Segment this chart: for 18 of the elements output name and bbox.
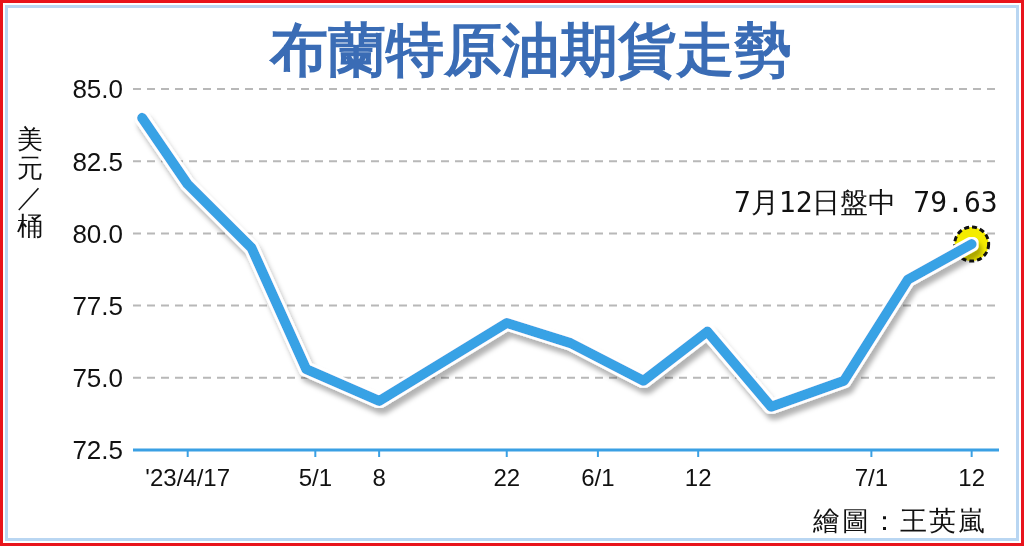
x-tick-label: 22 <box>493 464 521 491</box>
y-tick-label: 80.0 <box>72 218 123 249</box>
text: 繪圖：王英嵐 <box>812 506 987 536</box>
x-tick-label: 7/1 <box>854 464 889 491</box>
x-tick-label: 8 <box>372 464 386 491</box>
y-tick-label: 75.0 <box>72 363 123 394</box>
x-tick-label: 5/1 <box>298 464 332 491</box>
y-tick-label: 85.0 <box>72 74 123 105</box>
y-axis-title: 美元／桶 <box>17 124 43 241</box>
y-tick-label: 77.5 <box>72 290 123 321</box>
x-tick-label: 6/1 <box>581 464 615 491</box>
annotation: 7月12日盤中 79.63 <box>733 186 998 220</box>
y-tick-label: 72.5 <box>72 435 123 466</box>
x-tick-label: 12 <box>958 464 985 491</box>
x-tick-label: '23/4/17 <box>145 464 231 491</box>
y-tick-label: 82.5 <box>72 146 123 177</box>
x-tick-label: 12 <box>684 464 712 491</box>
chart-title: 布蘭特原油期貨走勢 <box>268 17 792 82</box>
